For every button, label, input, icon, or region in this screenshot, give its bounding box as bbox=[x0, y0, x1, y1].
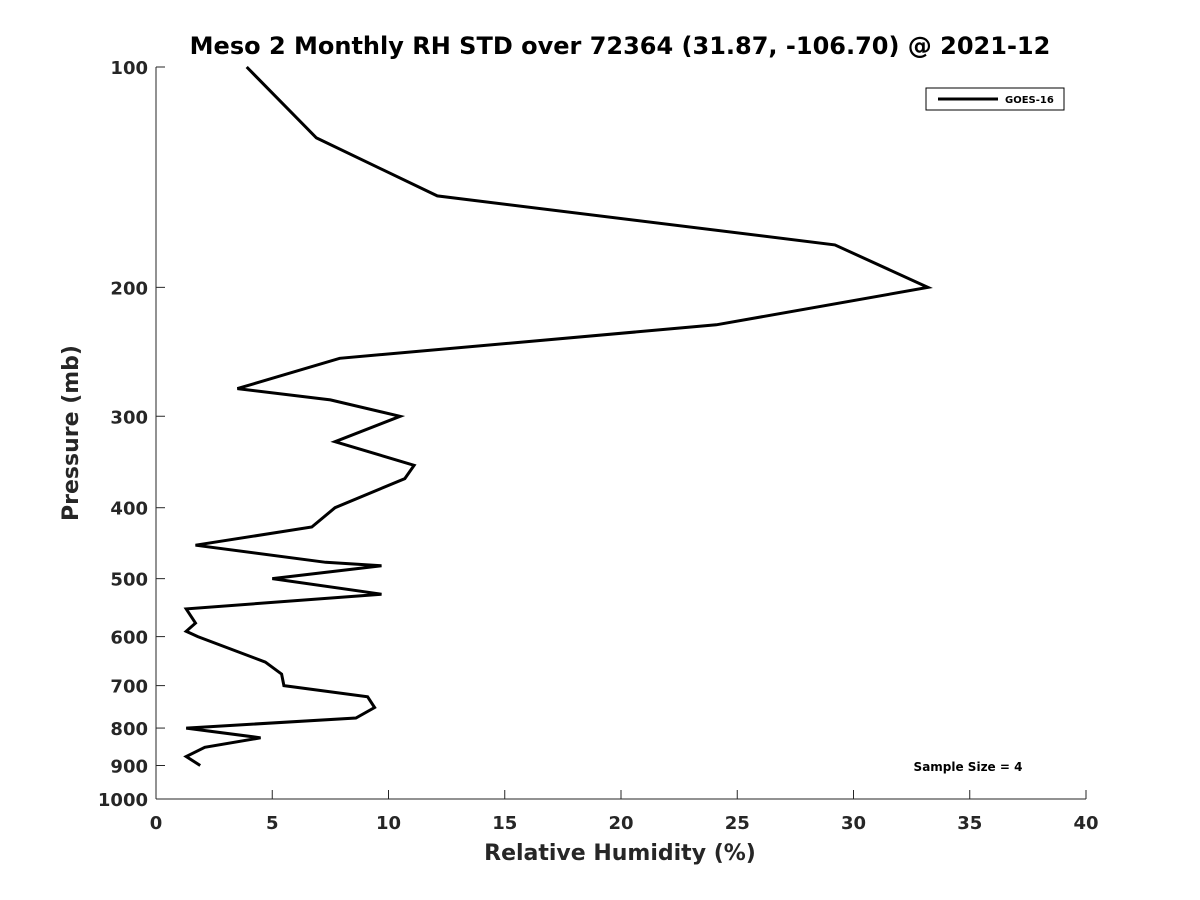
x-tick-label: 25 bbox=[725, 813, 750, 834]
sample-size-annotation: Sample Size = 4 bbox=[914, 760, 1023, 774]
y-tick-label: 900 bbox=[110, 757, 148, 778]
y-tick-label: 800 bbox=[110, 719, 148, 740]
y-tick-label: 100 bbox=[110, 58, 148, 79]
x-tick-label: 5 bbox=[266, 813, 279, 834]
x-axis-label: Relative Humidity (%) bbox=[484, 841, 756, 866]
legend: GOES-16 bbox=[925, 87, 1065, 111]
y-tick-label: 1000 bbox=[98, 790, 148, 811]
y-tick-label: 500 bbox=[110, 570, 148, 591]
x-tick-label: 10 bbox=[376, 813, 401, 834]
series-group bbox=[183, 65, 933, 767]
x-ticks: 0 5 10 15 20 25 30 35 40 bbox=[150, 790, 1099, 834]
y-tick-label: 700 bbox=[110, 677, 148, 698]
x-tick-label: 30 bbox=[841, 813, 866, 834]
y-axis-label: Pressure (mb) bbox=[59, 345, 84, 521]
x-tick-label: 35 bbox=[957, 813, 982, 834]
y-tick-label: 300 bbox=[110, 407, 148, 428]
y-tick-label: 400 bbox=[110, 499, 148, 520]
x-tick-label: 20 bbox=[608, 813, 633, 834]
series-line-goes-16 bbox=[183, 65, 933, 767]
legend-label-goes-16: GOES-16 bbox=[1005, 95, 1054, 106]
x-tick-label: 40 bbox=[1073, 813, 1098, 834]
chart-title: Meso 2 Monthly RH STD over 72364 (31.87,… bbox=[190, 32, 1051, 60]
x-tick-label: 0 bbox=[150, 813, 163, 834]
y-tick-label: 600 bbox=[110, 628, 148, 649]
y-tick-label: 200 bbox=[110, 278, 148, 299]
y-ticks: 100 200 300 400 500 600 700 800 900 1000 bbox=[98, 58, 165, 811]
x-tick-label: 15 bbox=[492, 813, 517, 834]
